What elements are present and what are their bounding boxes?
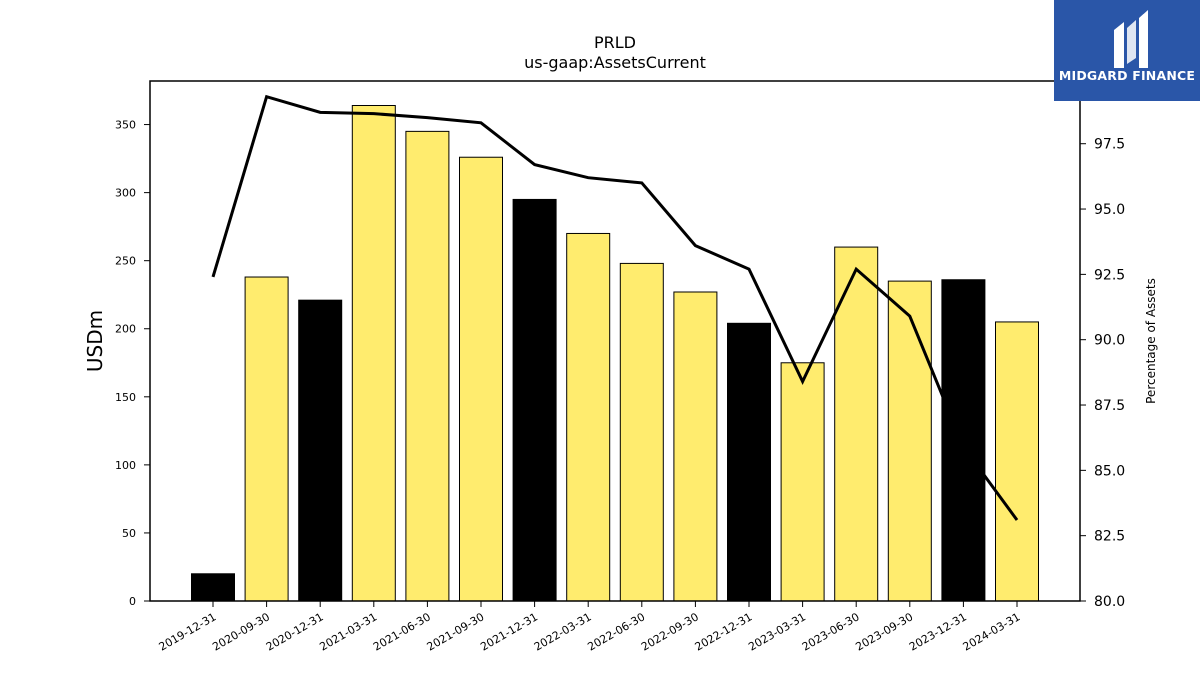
bar: [673, 291, 718, 602]
brand-logo: MIDGARD FINANCE: [1054, 0, 1200, 101]
y-tick-label: 350: [115, 119, 136, 132]
x-tick-label: 2020-09-30: [210, 610, 272, 653]
left-axis: 0 50 100 150 200 250 300 350: [115, 119, 150, 608]
bar: [244, 276, 289, 602]
x-tick-label: 2021-12-31: [478, 610, 540, 653]
y2-tick-label: 80.0: [1094, 594, 1125, 610]
x-tick-label: 2021-06-30: [371, 610, 433, 653]
percentage-line: [211, 94, 1019, 521]
y2-tick-label: 87.5: [1094, 398, 1125, 414]
y-tick-label: 100: [115, 459, 136, 472]
chart-subtitle: us-gaap:AssetsCurrent: [524, 53, 706, 72]
y2-tick-label: 82.5: [1094, 529, 1125, 545]
y2-tick-label: 85.0: [1094, 463, 1125, 479]
y2-tick-label: 95.0: [1094, 202, 1125, 218]
x-tick-label: 2023-12-31: [907, 610, 969, 653]
plot-frame: [149, 80, 1081, 602]
bar-series: [191, 105, 1039, 602]
bar: [298, 299, 343, 602]
y2-tick-label: 97.5: [1094, 137, 1125, 153]
x-tick-label: 2021-03-31: [317, 610, 379, 653]
x-tick-label: 2024-03-31: [961, 610, 1023, 653]
bar: [780, 362, 825, 602]
x-tick-label: 2022-12-31: [693, 610, 755, 653]
bar: [566, 232, 611, 602]
bar: [887, 280, 932, 602]
y-tick-label: 200: [115, 323, 136, 336]
x-tick-label: 2021-09-30: [425, 610, 487, 653]
brand-name: MIDGARD FINANCE: [1058, 68, 1196, 83]
y-tick-label: 300: [115, 187, 136, 200]
chart-title: PRLD: [594, 33, 636, 52]
y2-tick-label: 90.0: [1094, 333, 1125, 349]
y2-tick-label: 92.5: [1094, 267, 1125, 283]
y-axis-label: USDm: [83, 310, 107, 372]
x-tick-label: 2020-12-31: [264, 610, 326, 653]
bar: [351, 105, 396, 602]
y-tick-label: 150: [115, 391, 136, 404]
bar: [405, 130, 450, 602]
bar: [834, 246, 879, 602]
y-tick-label: 50: [122, 527, 136, 540]
x-tick-label: 2023-06-30: [800, 610, 862, 653]
y-tick-label: 0: [129, 595, 136, 608]
x-tick-label: 2022-09-30: [639, 610, 701, 653]
bar: [619, 262, 664, 602]
x-tick-label: 2023-03-31: [746, 610, 808, 653]
bar: [995, 321, 1039, 602]
bar: [941, 279, 986, 602]
bar: [512, 198, 557, 602]
bar: [459, 156, 503, 602]
x-tick-label: 2022-06-30: [585, 610, 647, 653]
bar: [727, 322, 771, 602]
x-tick-label: 2019-12-31: [157, 610, 219, 653]
midgard-logo-icon: [1114, 10, 1148, 68]
x-axis: 2019-12-312020-09-302020-12-312021-03-31…: [157, 601, 1023, 654]
y2-axis-label: Percentage of Assets: [1144, 278, 1158, 404]
x-tick-label: 2023-09-30: [853, 610, 915, 653]
x-tick-label: 2022-03-31: [532, 610, 594, 653]
y-tick-label: 250: [115, 255, 136, 268]
right-axis: 80.0 82.5 85.0 87.5 90.0 92.5 95.0 97.5: [1080, 137, 1125, 610]
bar: [191, 573, 235, 602]
